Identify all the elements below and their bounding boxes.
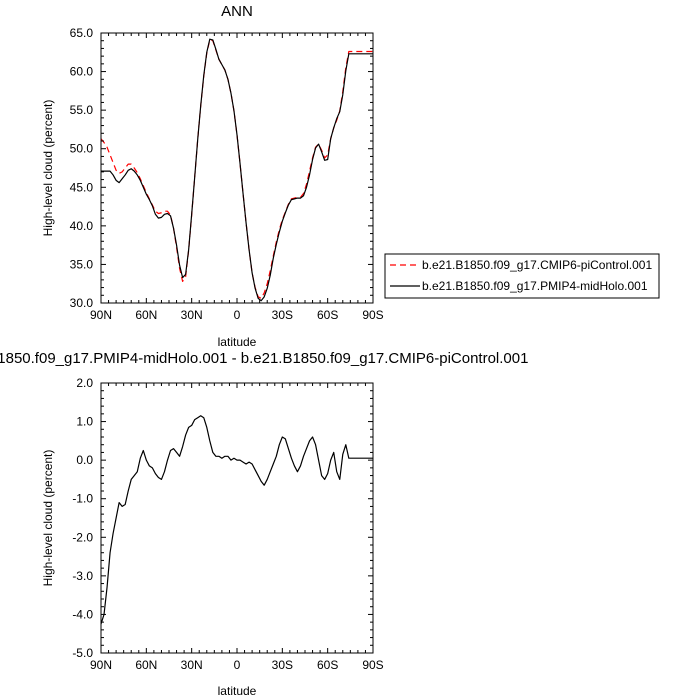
y-tick-label: 55.0 (70, 103, 94, 117)
x-tick-label: 90N (90, 658, 112, 672)
x-tick-label: 90S (362, 658, 383, 672)
x-tick-label: 0 (234, 658, 241, 672)
y-tick-label: 1.0 (76, 415, 93, 429)
bottom-line-chart: b.e21.B1850.f09_g17.PMIP4-midHolo.001 - … (0, 350, 528, 698)
legend-label-0: b.e21.B1850.f09_g17.CMIP6-piControl.001 (422, 258, 652, 272)
x-tick-label: 90S (362, 308, 383, 322)
axis-ticks: 90N 60N 30N 0 30S 60S 90S 30.0 35.0 40.0 45.0 50.0 5… (70, 26, 384, 322)
y-tick-label: 2.0 (76, 376, 93, 390)
y-tick-label: -3.0 (72, 569, 93, 583)
legend-label-1: b.e21.B1850.f09_g17.PMIP4-midHolo.001 (422, 279, 648, 293)
top-line-chart: ANN 90N 60N 30N 0 30S 60S 90S 30.0 35.0 40.0 45.0 5… (41, 3, 384, 349)
y-tick-label: 0.0 (76, 453, 93, 467)
x-tick-label: 60N (135, 308, 157, 322)
x-tick-label: 30S (272, 308, 293, 322)
legend: b.e21.B1850.f09_g17.CMIP6-piControl.001 … (384, 253, 660, 299)
x-tick-label: 60N (135, 658, 157, 672)
difference-chart-title: b.e21.B1850.f09_g17.PMIP4-midHolo.001 - … (0, 350, 528, 367)
plot-frame (100, 382, 374, 654)
series-line-0 (100, 39, 373, 299)
y-tick-label: 35.0 (70, 257, 94, 271)
y-tick-label: 40.0 (70, 219, 94, 233)
y-tick-label: 30.0 (70, 296, 94, 310)
axis-ticks: 90N 60N 30N 0 30S 60S 90S -5.0 -4.0 -3.0 -2.0 -1.0 0… (72, 376, 383, 672)
x-axis-label: latitude (218, 684, 257, 698)
x-axis-label: latitude (218, 335, 257, 349)
x-tick-label: 0 (234, 308, 241, 322)
y-axis-label: High-level cloud (percent) (41, 450, 55, 587)
x-tick-label: 60S (317, 308, 338, 322)
y-tick-label: -2.0 (72, 530, 93, 544)
series-lines (100, 415, 373, 625)
x-tick-label: 30S (272, 658, 293, 672)
y-tick-label: 50.0 (70, 142, 94, 156)
x-tick-label: 60S (317, 658, 338, 672)
y-tick-label: 45.0 (70, 180, 94, 194)
x-tick-label: 30N (181, 658, 203, 672)
y-tick-label: -4.0 (72, 607, 93, 621)
series-line-0 (100, 415, 373, 625)
x-tick-label: 90N (90, 308, 112, 322)
series-line-1 (101, 38, 373, 302)
legend-box (384, 253, 660, 299)
plot-frame (100, 32, 374, 304)
y-tick-label: -5.0 (72, 646, 93, 660)
series-lines (100, 38, 373, 302)
chart-title: ANN (221, 3, 253, 20)
y-tick-label: 65.0 (70, 26, 94, 40)
y-axis-label: High-level cloud (percent) (41, 100, 55, 237)
y-tick-label: -1.0 (72, 492, 93, 506)
x-tick-label: 30N (181, 308, 203, 322)
y-tick-label: 60.0 (70, 65, 94, 79)
